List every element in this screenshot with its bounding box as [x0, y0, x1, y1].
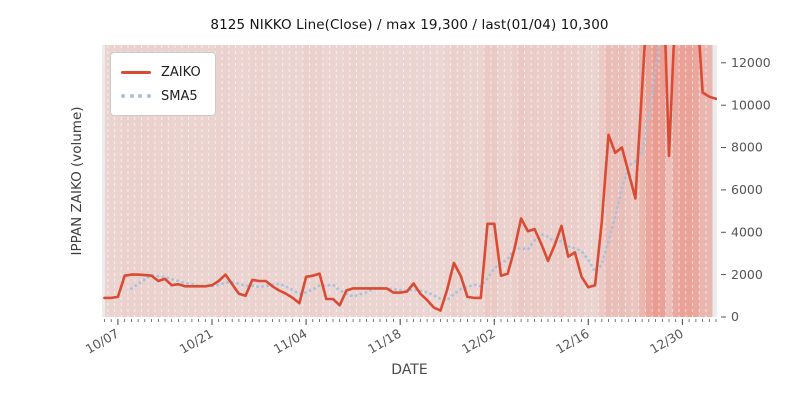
legend-entry-zaiko: ZAIKO — [121, 60, 201, 84]
x-tick-label: 12/02 — [459, 326, 498, 357]
y-tick-label: 6000 — [731, 182, 763, 197]
legend-label-sma5: SMA5 — [161, 88, 198, 104]
y-tick-label: 0 — [731, 309, 739, 324]
x-axis-major-ticks: 10/07 10/21 11/04 11/18 12/02 12/16 12/30 — [83, 319, 686, 357]
y-axis-ticks: 0 2000 4000 6000 8000 10000 12000 — [721, 55, 771, 324]
y-tick-label: 4000 — [731, 225, 763, 240]
x-tick-label: 11/04 — [271, 326, 310, 357]
chart-title: 8125 NIKKO Line(Close) / max 19,300 / la… — [210, 17, 609, 33]
legend-entry-sma5: SMA5 — [121, 84, 201, 108]
y-tick-label: 2000 — [731, 267, 763, 282]
x-tick-label: 12/16 — [553, 326, 592, 357]
x-tick-label: 10/07 — [83, 326, 122, 357]
y-tick-label: 12000 — [731, 55, 771, 70]
legend-label-zaiko: ZAIKO — [161, 64, 201, 80]
legend: ZAIKO SMA5 — [110, 52, 216, 116]
y-axis-label: IPPAN ZAIKO (volume) — [69, 106, 85, 256]
x-axis-minor-ticks — [104, 319, 717, 322]
background-day-spans — [105, 45, 713, 317]
zaiko-line-swatch — [121, 70, 151, 74]
x-tick-label: 12/30 — [647, 326, 686, 357]
x-tick-label: 10/21 — [177, 326, 216, 357]
x-axis-label: DATE — [391, 362, 428, 378]
y-tick-label: 8000 — [731, 140, 763, 155]
sma5-dots-swatch — [121, 94, 151, 98]
sma5-line — [130, 45, 717, 302]
y-tick-label: 10000 — [731, 97, 771, 112]
zaiko-line — [103, 45, 717, 312]
x-tick-label: 11/18 — [365, 326, 404, 357]
